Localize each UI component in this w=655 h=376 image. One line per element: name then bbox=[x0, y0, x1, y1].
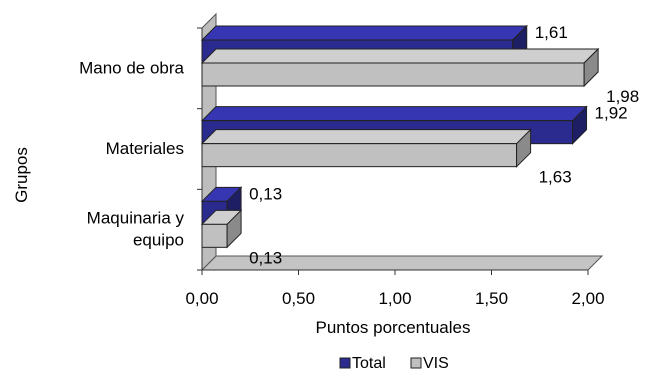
y-axis-title: Grupos bbox=[12, 147, 31, 203]
data-label: 0,13 bbox=[249, 248, 282, 267]
category-label: equipo bbox=[133, 231, 184, 250]
data-label: 1,98 bbox=[606, 87, 639, 106]
x-axis-title: Puntos porcentuales bbox=[316, 318, 471, 337]
x-tick-label: 2,00 bbox=[571, 289, 604, 308]
category-label: Materiales bbox=[106, 139, 184, 158]
bar-vis bbox=[200, 209, 243, 249]
bar-vis bbox=[200, 47, 600, 88]
legend-item-total: Total bbox=[339, 355, 386, 372]
legend-label: VIS bbox=[423, 355, 449, 372]
x-tick-label: 1,50 bbox=[475, 289, 508, 308]
data-labels: 1,61 1,981,92 1,63 0,13 0,13 bbox=[249, 23, 639, 267]
legend-label: Total bbox=[352, 355, 386, 372]
legend-swatch bbox=[339, 357, 351, 369]
legend-item-vis: VIS bbox=[410, 355, 449, 372]
data-label: 1,63 bbox=[539, 168, 572, 187]
legend-swatch bbox=[410, 357, 422, 369]
data-label: 1,61 bbox=[535, 23, 568, 42]
x-tick-label: 1,00 bbox=[378, 289, 411, 308]
data-label: 0,13 bbox=[249, 184, 282, 203]
x-tick-labels: 0,00 0,50 1,00 1,50 2,00 bbox=[185, 270, 605, 308]
category-label: Mano de obra bbox=[79, 58, 184, 77]
x-tick-label: 0,50 bbox=[282, 289, 315, 308]
x-tick-label: 0,00 bbox=[185, 289, 218, 308]
legend: Total VIS bbox=[339, 355, 449, 372]
bar-vis bbox=[200, 128, 532, 168]
bars bbox=[200, 24, 600, 249]
category-labels: Mano de obra Materiales Maquinaria y equipo bbox=[79, 58, 184, 249]
data-label: 1,92 bbox=[595, 104, 628, 123]
category-label: Maquinaria y bbox=[87, 209, 185, 228]
